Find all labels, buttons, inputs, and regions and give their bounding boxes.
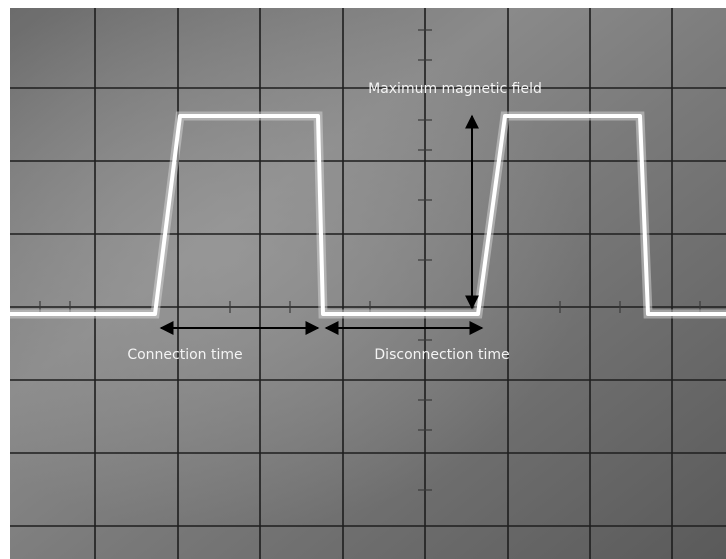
grid <box>10 8 726 559</box>
screen-glow <box>10 8 726 559</box>
disconnection-label: Disconnection time <box>374 347 509 363</box>
connection-label: Connection time <box>127 347 242 363</box>
max-field-label: Maximum magnetic field <box>368 81 542 97</box>
waveform <box>10 114 726 316</box>
